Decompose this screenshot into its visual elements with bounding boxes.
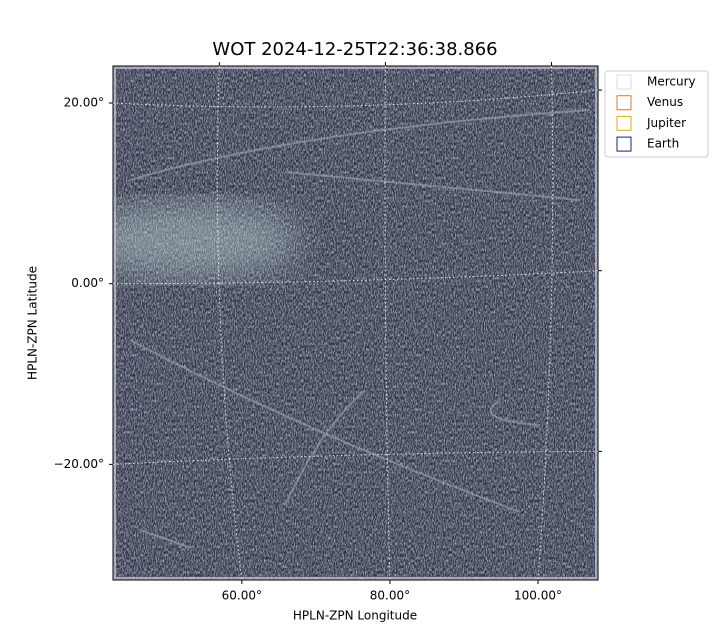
y-tick-label: 0.00° [71, 276, 104, 290]
x-tick-label: 100.00° [514, 589, 562, 603]
grid-line [216, 65, 243, 581]
legend-label: Earth [647, 137, 679, 151]
y-axis-label: HPLN-ZPN Latitude [26, 266, 40, 380]
legend-label: Venus [647, 95, 683, 109]
x-tick-label: 80.00° [370, 589, 410, 603]
chart-title: WOT 2024-12-25T22:36:38.866 [212, 39, 497, 60]
grid-line [384, 65, 391, 581]
legend-marker [616, 115, 632, 131]
legend-marker [616, 74, 632, 90]
legend-label: Mercury [647, 75, 696, 89]
axes-frame [112, 65, 599, 581]
y-tick-label: 20.00° [64, 96, 104, 110]
grid-line [537, 65, 554, 581]
legend-marker [616, 136, 632, 152]
x-axis-label: HPLN-ZPN Longitude [293, 609, 417, 623]
legend-marker [616, 95, 632, 111]
legend [604, 70, 709, 158]
x-tick-label: 60.00° [222, 589, 262, 603]
y-tick-label: −20.00° [54, 457, 104, 471]
image [113, 66, 598, 580]
legend-label: Jupiter [646, 116, 686, 130]
